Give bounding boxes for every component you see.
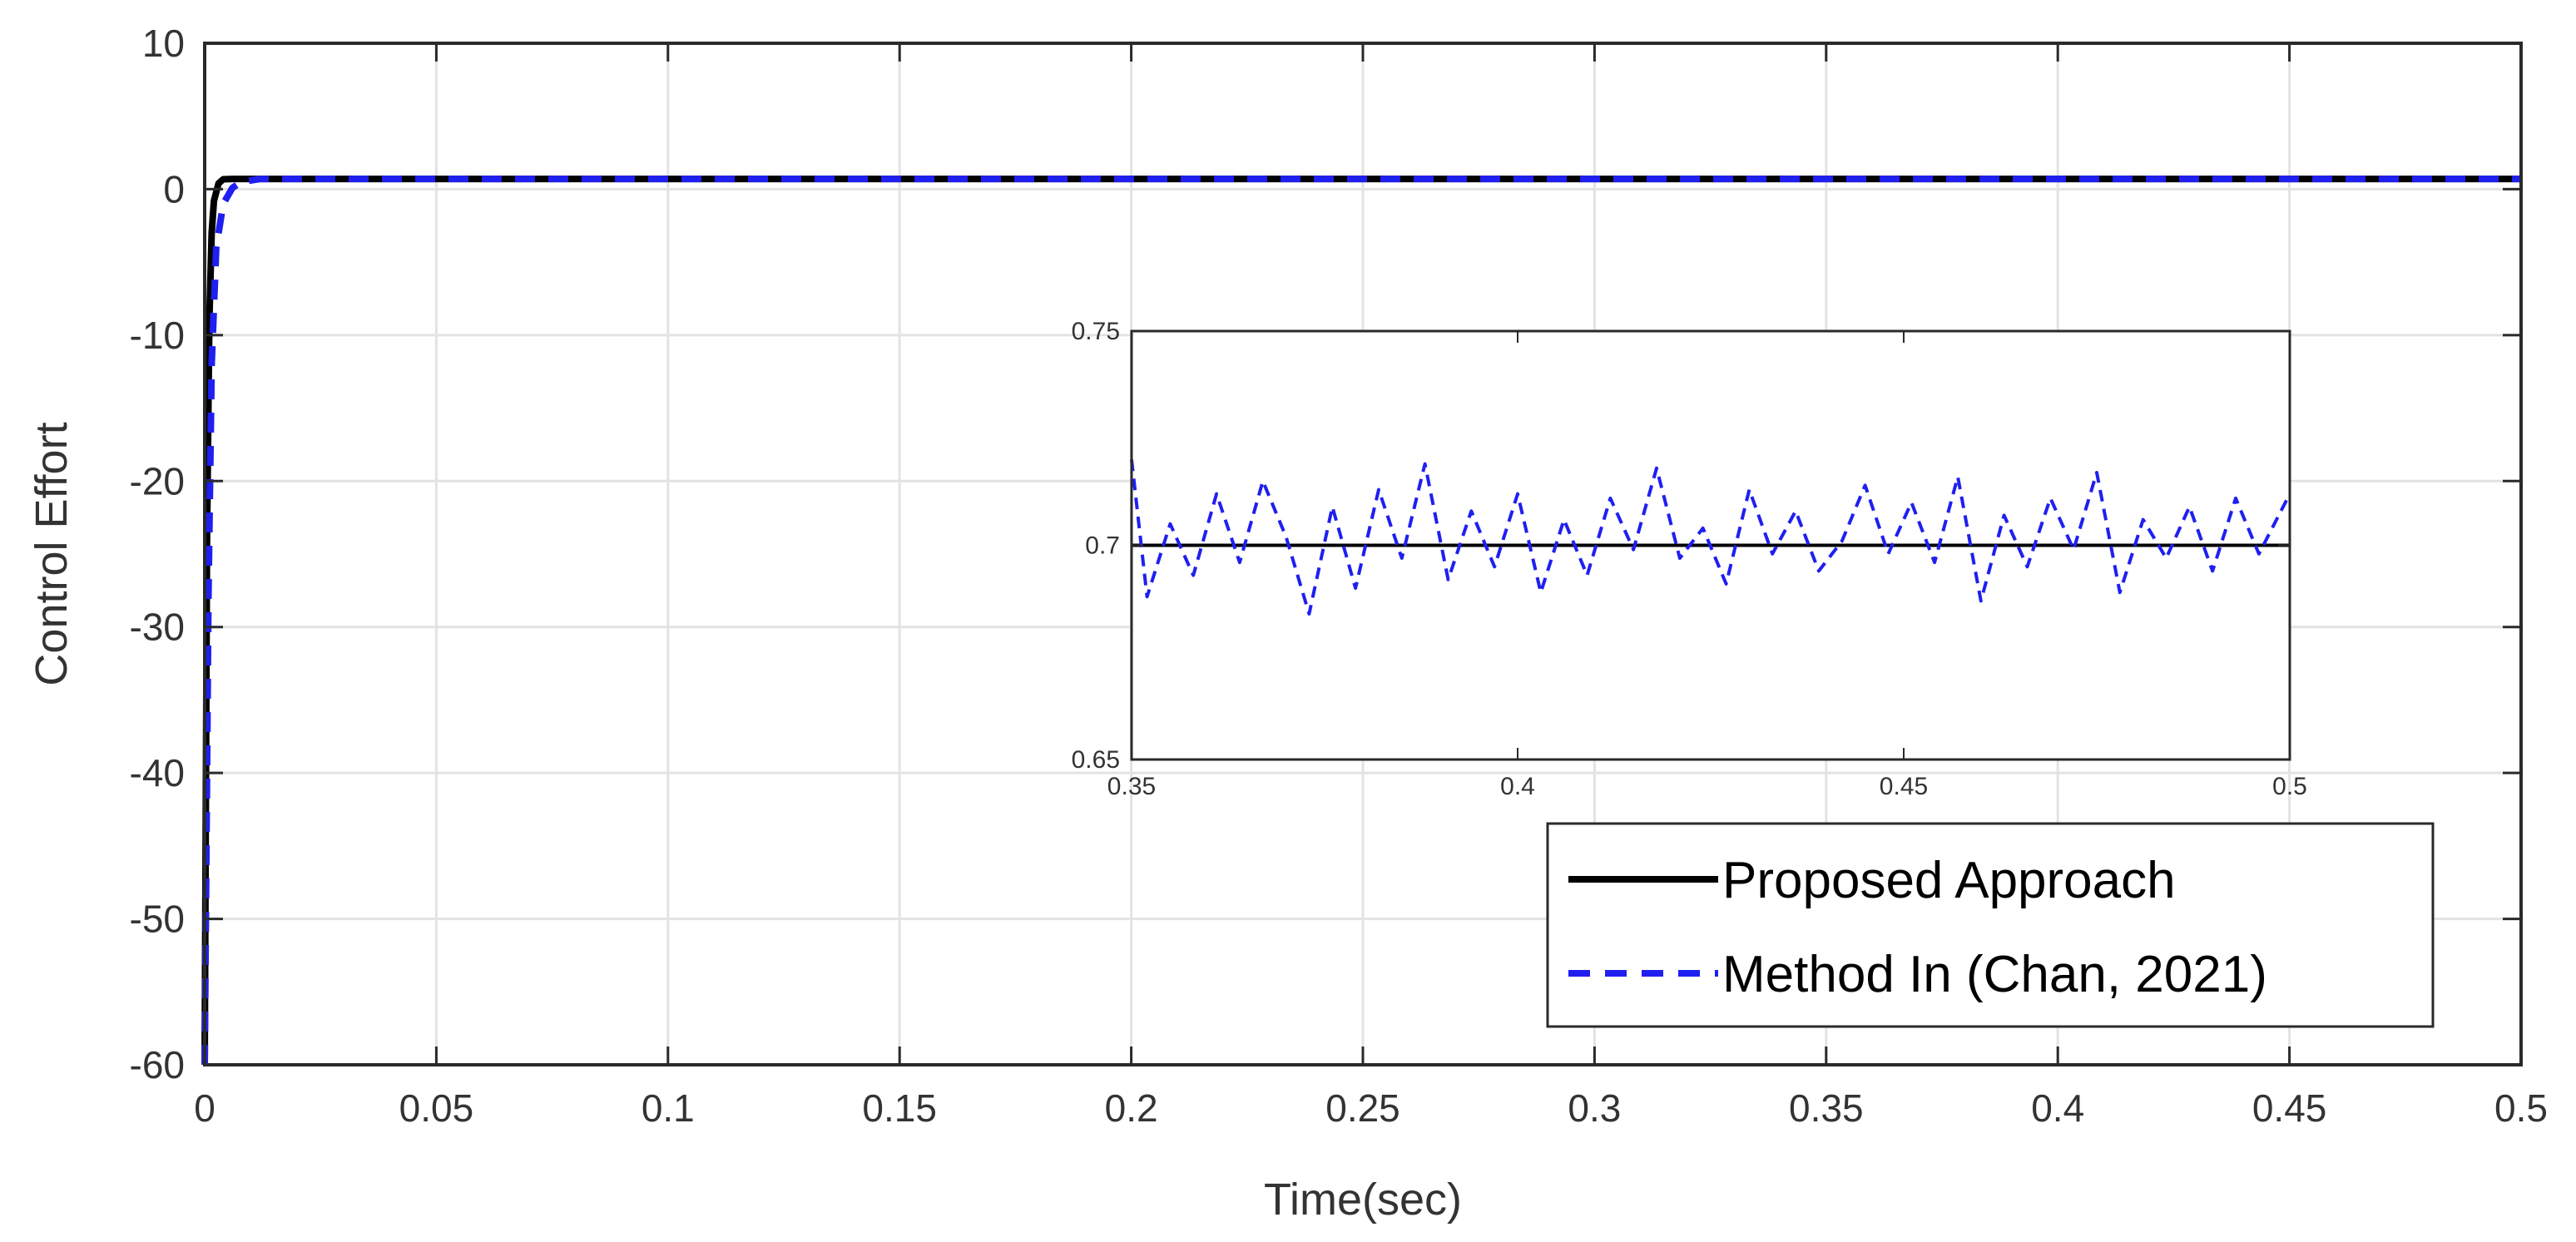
x-tick-label: 0.3 [1568,1086,1621,1130]
inset-lines [1130,459,2291,616]
main-ticks [203,42,2523,1066]
y-tick-label: 0.7 [1085,532,1120,560]
x-tick-label: 0.25 [1325,1086,1400,1130]
x-tick-label: 0.45 [1880,773,1928,800]
legend-label-method-in-chan-2021: Method In (Chan, 2021) [1722,946,2267,1003]
legend: Proposed Approach Method In (Chan, 2021) [1546,822,2435,1028]
y-tick-label: 0.75 [1072,318,1120,345]
y-tick-label: -40 [130,751,185,794]
y-tick-label: 10 [142,22,185,65]
y-tick-label: 0 [163,167,185,210]
x-tick-label: 0.2 [1105,1086,1158,1130]
x-tick-label: 0.05 [399,1086,474,1130]
inset-x-tick-labels: 0.35 0.4 0.45 0.5 [1107,773,2307,800]
main-x-tick-labels: 0 0.05 0.1 0.15 0.2 0.25 0.3 0.35 0.4 0.45 0.5 [194,1086,2548,1130]
x-tick-label: 0 [194,1086,215,1130]
x-tick-label: 0.35 [1789,1086,1864,1130]
series-line-1 [1130,459,2291,616]
x-tick-label: 0.15 [862,1086,937,1130]
x-tick-label: 0.35 [1107,773,1156,800]
y-axis-title: Control Effort [27,422,77,685]
series-line-method-in-chan-2021 [201,176,2521,1066]
x-tick-label: 0.5 [2272,773,2307,800]
y-tick-label: -10 [130,314,185,357]
inset-y-tick-labels: 0.75 0.7 0.65 [1072,318,1120,774]
legend-label-proposed-approach: Proposed Approach [1722,852,2176,909]
x-axis-title: Time(sec) [1264,1175,1462,1225]
y-tick-label: -20 [130,459,185,502]
main-lines [201,176,2521,1066]
y-tick-label: 0.65 [1072,746,1120,774]
x-tick-label: 0.1 [642,1086,695,1130]
inset-ticks [1131,330,2291,760]
y-tick-label: -30 [130,606,185,649]
main-y-tick-labels: 10 0 -10 -20 -30 -40 -50 -60 [130,22,185,1086]
inset-zoom-plot: 0.35 0.4 0.45 0.5 0.75 0.7 0.65 [1072,318,2307,800]
x-tick-label: 0.5 [2494,1086,2548,1130]
x-tick-label: 0.45 [2252,1086,2327,1130]
y-tick-label: -50 [130,898,185,941]
y-tick-label: -60 [130,1043,185,1086]
x-tick-label: 0.4 [2031,1086,2084,1130]
x-tick-label: 0.4 [1500,773,1535,800]
legend-box [1546,822,2435,1028]
